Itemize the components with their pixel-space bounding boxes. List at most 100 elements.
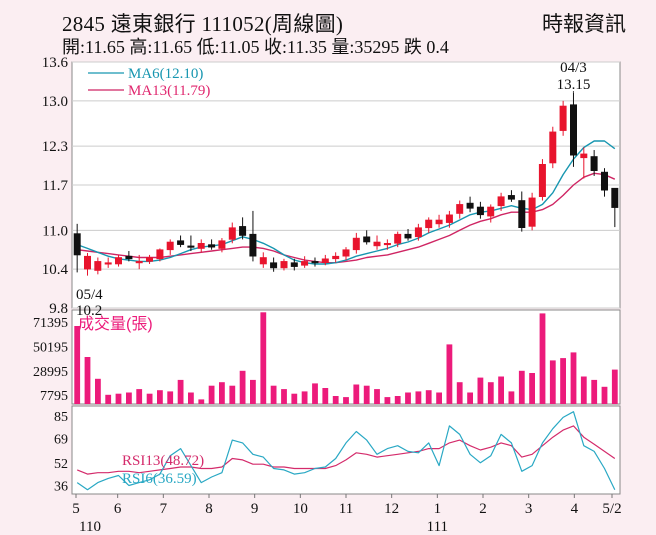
- candle-body: [156, 249, 164, 260]
- volume-bar: [394, 396, 401, 404]
- rsi-legend: RSI13(48.72) RSI6(36.59): [122, 453, 204, 487]
- low-marker-date: 05/4: [76, 287, 103, 303]
- candle-body: [259, 257, 267, 265]
- rsi6-legend-label: RSI6(36.59): [122, 471, 197, 487]
- candle-body: [507, 195, 515, 200]
- volume-bar: [146, 393, 153, 404]
- high-marker-date: 04/3: [560, 60, 587, 76]
- volume-bar: [529, 373, 535, 404]
- volume-bar: [415, 391, 422, 404]
- volume-bar: [126, 392, 132, 404]
- candle-body: [590, 156, 598, 171]
- candle-body: [311, 261, 319, 264]
- volume-bar: [260, 312, 267, 404]
- volume-bars: [74, 312, 618, 404]
- volume-bar: [343, 397, 349, 404]
- volume-bar: [549, 360, 556, 404]
- rsi-y-tick: 36: [54, 479, 68, 494]
- candle-body: [177, 240, 185, 245]
- price-y-tick: 9.8: [49, 301, 68, 317]
- candle-body: [580, 153, 588, 159]
- candle-body: [611, 187, 619, 208]
- candle-body: [166, 241, 174, 251]
- volume-bar: [198, 399, 205, 404]
- candle-body: [363, 236, 371, 243]
- candle-body: [270, 262, 278, 269]
- price-y-axis-labels: 13.6 13.0 12.3 11.7 11.0 10.4 9.8: [42, 55, 69, 317]
- panel-frames: [71, 61, 621, 495]
- ma6-legend-label: MA6(12.10): [128, 66, 203, 82]
- volume-bar: [539, 313, 546, 404]
- rsi-y-axis-labels: 85 69 52 36: [54, 410, 68, 495]
- volume-bar: [301, 391, 308, 404]
- candle-body: [456, 204, 464, 214]
- x-tick-label: 3: [525, 501, 533, 517]
- candle-body: [383, 243, 391, 246]
- rsi-y-tick: 85: [54, 410, 68, 425]
- candle-body: [497, 196, 505, 207]
- volume-bar: [312, 383, 318, 404]
- volume-bar: [136, 389, 143, 404]
- low-marker-value: 10.2: [76, 303, 102, 319]
- volume-bar: [239, 370, 246, 404]
- x-tick-label: 12: [384, 501, 399, 517]
- candle-body: [280, 261, 288, 269]
- rsi13-line: [76, 425, 616, 475]
- volume-y-tick: 50195: [33, 340, 68, 355]
- candle-body: [228, 227, 236, 240]
- candle-body: [342, 249, 350, 257]
- volume-bar: [188, 392, 194, 404]
- price-y-tick: 12.3: [42, 139, 68, 155]
- volume-bar: [456, 382, 463, 404]
- x-tick-label: 4: [571, 501, 579, 517]
- volume-bar: [477, 377, 484, 404]
- candle-body: [301, 261, 309, 266]
- volume-bar: [219, 382, 225, 404]
- volume-bar: [363, 385, 370, 404]
- price-y-tick: 13.0: [42, 94, 68, 110]
- rsi-panel-frame: [71, 405, 621, 495]
- price-y-tick: 11.7: [42, 178, 68, 194]
- x-tick-label: 2: [479, 501, 487, 517]
- candle-body: [208, 244, 216, 248]
- x-tick-label: 5: [72, 501, 80, 517]
- candle-body: [559, 105, 567, 131]
- volume-y-tick: 7795: [40, 389, 68, 404]
- candle-body: [487, 206, 495, 217]
- volume-bar: [250, 379, 256, 404]
- candle-body: [538, 164, 546, 198]
- candle-body: [94, 261, 102, 271]
- volume-bar: [281, 389, 287, 404]
- candle-body: [549, 131, 557, 164]
- page-title: 2845 遠東銀行 111052(周線圖): [62, 12, 344, 36]
- candle-body: [290, 262, 298, 267]
- x-tick-label: 5/2: [602, 501, 621, 517]
- volume-panel-frame: [71, 309, 621, 405]
- volume-bar: [84, 357, 91, 404]
- volume-y-axis-labels: 71395 50195 28995 7795: [33, 316, 68, 404]
- volume-bar: [353, 384, 360, 404]
- candle-body: [187, 245, 195, 248]
- year-labels: 110 111: [79, 519, 448, 535]
- x-tick-label: 9: [251, 501, 259, 517]
- volume-bar: [436, 392, 442, 404]
- rsi13-legend-label: RSI13(48.72): [122, 453, 204, 469]
- volume-bar: [591, 379, 598, 404]
- price-y-tick: 11.0: [42, 223, 68, 239]
- candle-body: [125, 255, 133, 260]
- ma-legend: MA6(12.10)MA13(11.79): [88, 66, 210, 99]
- volume-y-tick: 28995: [33, 365, 68, 380]
- candle-body: [115, 257, 123, 265]
- candle-body: [404, 233, 412, 239]
- volume-bar: [467, 392, 473, 404]
- rsi-series: [76, 411, 616, 491]
- candle-body: [425, 219, 433, 229]
- ma13-legend-label: MA13(11.79): [128, 83, 210, 99]
- candle-body: [218, 240, 226, 249]
- year-label: 110: [79, 519, 101, 535]
- x-tick-label: 10: [293, 501, 308, 517]
- candle-body: [135, 261, 143, 264]
- volume-legend: 成交量(張): [78, 315, 153, 333]
